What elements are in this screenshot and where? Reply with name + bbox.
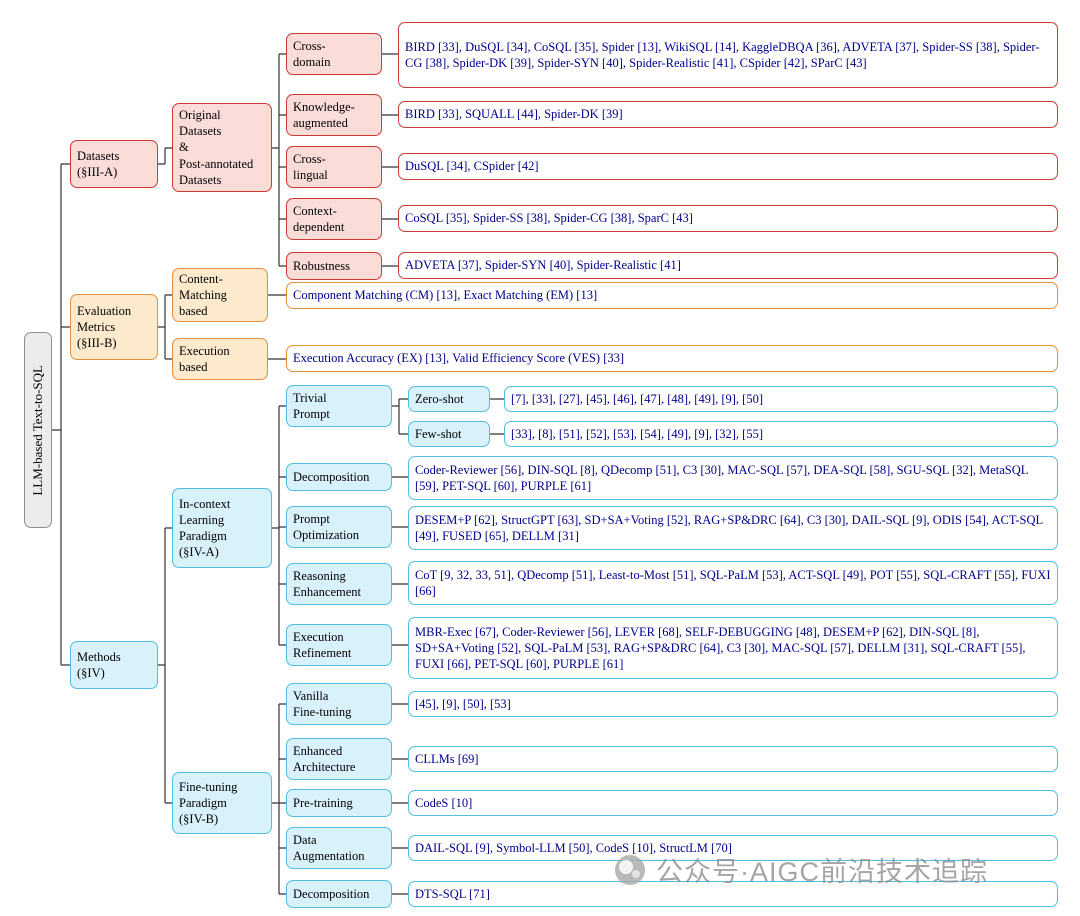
- leaf-reasoning-enhancement: CoT [9, 32, 33, 51], QDecomp [51], Least…: [408, 561, 1058, 605]
- node-execution-based: Execution based: [172, 338, 268, 380]
- watermark-logo-icon: [615, 854, 645, 885]
- node-context-dependent: Context- dependent: [286, 198, 382, 240]
- leaf-knowledge-augmented: BIRD [33], SQUALL [44], Spider-DK [39]: [398, 101, 1058, 128]
- leaf-pre-training: CodeS [10]: [408, 790, 1058, 816]
- node-zero-shot: Zero-shot: [408, 386, 490, 412]
- leaf-robustness: ADVETA [37], Spider-SYN [40], Spider-Rea…: [398, 252, 1058, 279]
- leaf-cross-lingual: DuSQL [34], CSpider [42]: [398, 153, 1058, 180]
- leaf-zero-shot: [7], [33], [27], [45], [46], [47], [48],…: [504, 386, 1058, 412]
- node-robustness: Robustness: [286, 252, 382, 280]
- leaf-cross-domain: BIRD [33], DuSQL [34], CoSQL [35], Spide…: [398, 22, 1058, 88]
- leaf-execution-based: Execution Accuracy (EX) [13], Valid Effi…: [286, 345, 1058, 372]
- node-few-shot: Few-shot: [408, 421, 490, 447]
- watermark-text: 公众号·AIGC前沿技术追踪: [656, 857, 989, 887]
- node-ft-decomposition: Decomposition: [286, 880, 392, 908]
- node-cross-domain: Cross- domain: [286, 33, 382, 75]
- node-reasoning-enhancement: Reasoning Enhancement: [286, 563, 392, 605]
- root-node: LLM-based Text-to-SQL: [24, 332, 52, 528]
- leaf-few-shot: [33], [8], [51], [52], [53], [54], [49],…: [504, 421, 1058, 447]
- node-trivial-prompt: Trivial Prompt: [286, 385, 392, 427]
- node-prompt-optimization: Prompt Optimization: [286, 506, 392, 548]
- node-evaluation-metrics: Evaluation Metrics (§III-B): [70, 294, 158, 360]
- leaf-content-matching: Component Matching (CM) [13], Exact Matc…: [286, 282, 1058, 309]
- watermark: 公众号·AIGC前沿技术追踪: [612, 850, 988, 889]
- leaf-data-augmentation: DAIL-SQL [9], Symbol-LLM [50], CodeS [10…: [408, 835, 1058, 861]
- node-methods: Methods (§IV): [70, 641, 158, 689]
- leaf-icl-decomposition: Coder-Reviewer [56], DIN-SQL [8], QDecom…: [408, 456, 1058, 500]
- node-icl-decomposition: Decomposition: [286, 463, 392, 491]
- node-finetuning-paradigm: Fine-tuning Paradigm (§IV-B): [172, 772, 272, 834]
- leaf-context-dependent: CoSQL [35], Spider-SS [38], Spider-CG [3…: [398, 205, 1058, 232]
- node-execution-refinement: Execution Refinement: [286, 624, 392, 666]
- node-pre-training: Pre-training: [286, 789, 392, 817]
- leaf-prompt-optimization: DESEM+P [62], StructGPT [63], SD+SA+Voti…: [408, 506, 1058, 550]
- leaf-ft-decomposition: DTS-SQL [71]: [408, 881, 1058, 907]
- leaf-execution-refinement: MBR-Exec [67], Coder-Reviewer [56], LEVE…: [408, 617, 1058, 679]
- leaf-enhanced-architecture: CLLMs [69]: [408, 746, 1058, 772]
- node-original-datasets: Original Datasets & Post-annotated Datas…: [172, 103, 272, 192]
- root-label: LLM-based Text-to-SQL: [29, 364, 45, 496]
- node-data-augmentation: Data Augmentation: [286, 827, 392, 869]
- node-icl-paradigm: In-context Learning Paradigm (§IV-A): [172, 488, 272, 568]
- node-datasets: Datasets (§III-A): [70, 140, 158, 188]
- node-knowledge-augmented: Knowledge- augmented: [286, 94, 382, 136]
- node-cross-lingual: Cross- lingual: [286, 146, 382, 188]
- leaf-vanilla-finetuning: [45], [9], [50], [53]: [408, 691, 1058, 717]
- node-vanilla-finetuning: Vanilla Fine-tuning: [286, 683, 392, 725]
- node-enhanced-architecture: Enhanced Architecture: [286, 738, 392, 780]
- node-content-matching: Content- Matching based: [172, 268, 268, 322]
